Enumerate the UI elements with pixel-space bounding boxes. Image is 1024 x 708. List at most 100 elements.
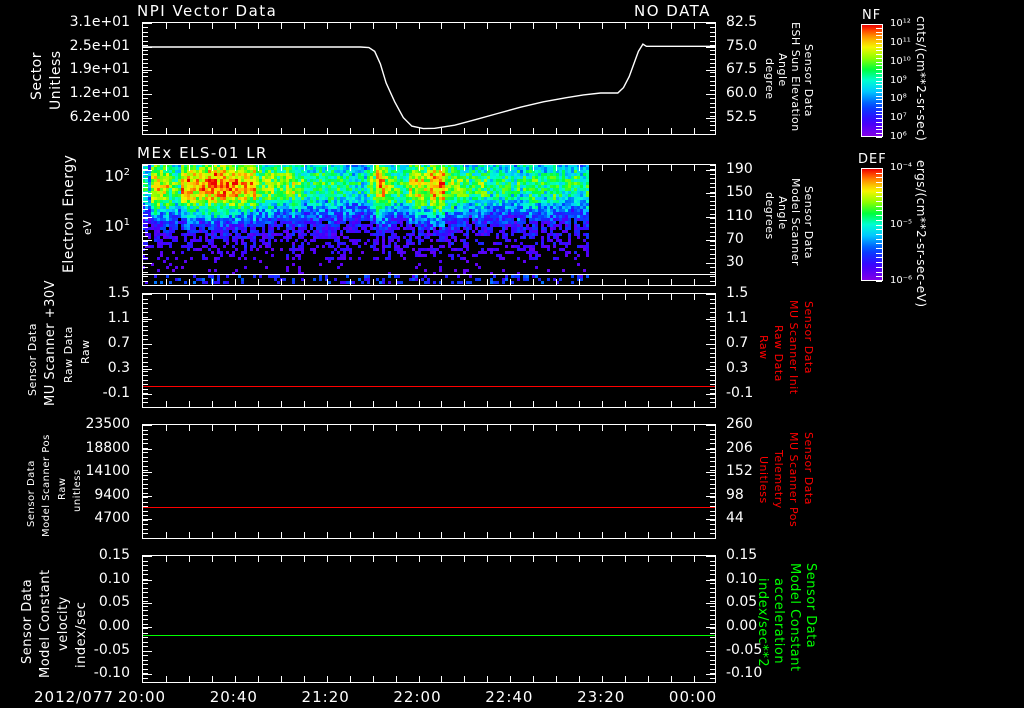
x-tick-top [602, 165, 603, 171]
panel-4-right-label-line1: Sensor Data [802, 432, 815, 505]
nf-colorbar-minor [876, 129, 882, 130]
x-tick-top [487, 165, 488, 171]
x-tick-top [510, 425, 511, 431]
nf-colorbar-tick: 10¹⁰ [890, 56, 911, 67]
panel-3-right-label-line3: Raw Data [772, 325, 785, 382]
time-axis-tick-0: 20:00 [117, 688, 167, 706]
y-minor-tick [143, 249, 148, 250]
panel-4-plot-area[interactable] [142, 424, 716, 539]
y-major-tick [143, 23, 152, 24]
panel-2-right-label-line1: Sensor Data [802, 186, 815, 259]
y-major-tick [706, 449, 715, 450]
y-minor-tick [143, 470, 148, 471]
time-axis-tick-3: 22:00 [393, 688, 442, 706]
y-minor-tick [143, 466, 148, 467]
y-minor-tick [143, 646, 148, 647]
y-minor-tick [143, 169, 148, 170]
y-minor-tick [710, 63, 715, 64]
x-tick-top [464, 425, 465, 431]
panel-1-plot-area[interactable] [142, 22, 716, 135]
time-axis-tick-2: 21:20 [301, 688, 350, 706]
y-axis-label-left-3: 0.3 [107, 360, 130, 376]
y-axis-label-left-4: 9400 [94, 487, 130, 503]
y-axis-label-left-5: 0.00 [98, 618, 130, 634]
y-minor-tick [143, 272, 148, 273]
x-tick-top [671, 23, 672, 29]
y-minor-tick [143, 183, 148, 184]
y-minor-tick [710, 267, 715, 268]
y-minor-tick [710, 493, 715, 494]
x-tick-top [212, 23, 213, 29]
y-minor-tick [710, 54, 715, 55]
y-minor-tick [143, 439, 148, 440]
y-axis-label-right-4: 152 [726, 463, 753, 479]
y-minor-tick [143, 669, 148, 670]
x-tick-bottom [464, 279, 465, 285]
y-minor-tick [143, 461, 148, 462]
panel-2-plot-area[interactable] [142, 164, 716, 286]
y-minor-tick [143, 321, 148, 322]
y-minor-tick [710, 678, 715, 679]
y-minor-tick [710, 366, 715, 367]
y-minor-tick [143, 479, 148, 480]
x-tick-top [235, 556, 236, 562]
x-tick-bottom [350, 532, 351, 538]
nf-colorbar-minor [876, 107, 882, 108]
def-colorbar-minor [876, 201, 882, 202]
x-tick-top [166, 556, 167, 562]
y-minor-tick [143, 637, 148, 638]
panel-5-plot-area[interactable] [142, 555, 716, 683]
y-major-tick [706, 674, 715, 675]
y-major-tick [143, 319, 152, 320]
y-minor-tick [143, 103, 148, 104]
y-minor-tick [143, 285, 148, 286]
x-tick-bottom [464, 532, 465, 538]
y-major-tick [706, 217, 715, 218]
y-minor-tick [143, 506, 148, 507]
x-tick-bottom [281, 676, 282, 682]
def-colorbar-minor [876, 192, 882, 193]
def-colorbar-title: DEF [858, 152, 887, 167]
x-tick-top [281, 294, 282, 300]
panel-3-plot-area[interactable] [142, 293, 716, 408]
y-axis-label-left-1: 1.2e+01 [69, 85, 130, 101]
y-minor-tick [710, 303, 715, 304]
x-tick-bottom [419, 676, 420, 682]
x-tick-bottom [671, 401, 672, 407]
x-tick-top [510, 556, 511, 562]
y-minor-tick [143, 63, 148, 64]
y-minor-tick [143, 398, 148, 399]
y-minor-tick [143, 515, 148, 516]
x-tick-top [602, 23, 603, 29]
x-tick-bottom [189, 676, 190, 682]
y-minor-tick [143, 245, 148, 246]
y-axis-label-right-1: 52.5 [726, 109, 758, 125]
y-major-tick [706, 556, 715, 557]
x-tick-top [281, 556, 282, 562]
x-tick-top [396, 294, 397, 300]
x-tick-bottom [166, 676, 167, 682]
x-tick-top [350, 165, 351, 171]
y-minor-tick [143, 308, 148, 309]
nf-colorbar-minor [876, 32, 882, 33]
y-minor-tick [710, 506, 715, 507]
x-tick-top [510, 165, 511, 171]
nf-colorbar [861, 24, 883, 137]
x-tick-top [189, 294, 190, 300]
y-axis-label-left-2: 101 [104, 217, 130, 235]
x-tick-bottom [419, 401, 420, 407]
x-tick-top [304, 23, 305, 29]
x-tick-top [235, 294, 236, 300]
y-major-tick [143, 94, 152, 95]
def-colorbar-minor [876, 229, 882, 230]
y-axis-label-left-2: 102 [104, 167, 130, 185]
def-colorbar-minor [876, 173, 882, 174]
x-tick-top [579, 23, 580, 29]
y-minor-tick [710, 606, 715, 607]
x-tick-bottom [189, 401, 190, 407]
x-tick-bottom [487, 401, 488, 407]
x-tick-bottom [579, 279, 580, 285]
def-colorbar-minor [876, 243, 882, 244]
x-tick-bottom [235, 128, 236, 134]
x-tick-bottom [373, 676, 374, 682]
